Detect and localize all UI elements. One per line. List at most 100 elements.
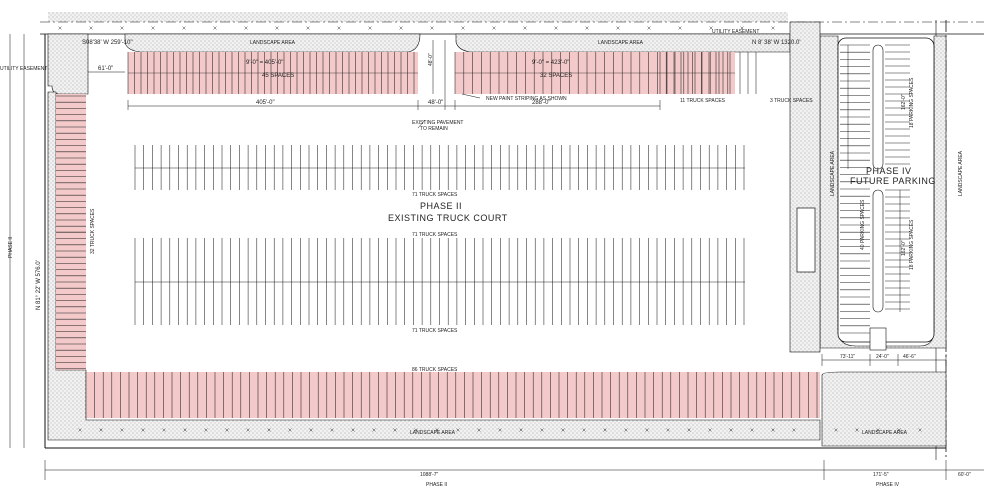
tree-mark [414, 428, 418, 432]
truck-11: 11 TRUCK SPACES [680, 98, 726, 104]
tree-mark [740, 26, 744, 30]
dim-162-b: 162'-0" [901, 240, 907, 256]
tree-mark [561, 428, 565, 432]
tree-mark [771, 428, 775, 432]
dim-288: 288'-0" [532, 100, 551, 106]
bearing-top-right: N 8' 38' W 1320.0' [752, 40, 800, 46]
landscape-tree-marks [58, 26, 922, 432]
tree-mark [729, 428, 733, 432]
future-parking: FUTURE PARKING [850, 176, 936, 186]
tree-mark [582, 428, 586, 432]
truck-71-c: 71 TRUCK SPACES [412, 328, 458, 334]
landscape-vertical-2: LANDSCAPE AREA [958, 150, 964, 196]
tree-mark [58, 26, 62, 30]
parking-18-a: 18 PARKING SPACES [909, 77, 915, 128]
tree-mark [540, 428, 544, 432]
dim-73: 73'-11" [840, 354, 855, 360]
spaces-45: 45 SPACES [262, 73, 294, 79]
landscape-top-right: LANDSCAPE AREA [598, 40, 644, 46]
tree-mark [244, 26, 248, 30]
dim-405: 405'-0" [256, 100, 275, 106]
tree-mark [666, 428, 670, 432]
tree-mark [151, 26, 155, 30]
tree-mark [876, 428, 880, 432]
truck-32-vertical: 32 TRUCK SPACES [90, 208, 96, 254]
tree-mark [897, 428, 901, 432]
landscape-top-left: LANDSCAPE AREA [250, 40, 296, 46]
tree-mark [616, 26, 620, 30]
tree-mark [120, 428, 124, 432]
tree-mark [750, 428, 754, 432]
truck-71-a: 71 TRUCK SPACES [412, 192, 458, 198]
bearing-left: N 81° 22' W 576.0' [36, 260, 42, 310]
landscape-bottom: LANDSCAPE AREA [410, 430, 456, 436]
tree-mark [709, 26, 713, 30]
existing-truck-court: EXISTING TRUCK COURT [388, 213, 508, 223]
dim-162-a: 162'-0" [901, 94, 907, 110]
tree-mark [430, 26, 434, 30]
truck-71-b: 71 TRUCK SPACES [412, 232, 458, 238]
tree-mark [372, 428, 376, 432]
tree-mark [393, 428, 397, 432]
utility-easement-top: UTILITY EASEMENT [712, 29, 759, 35]
tree-mark [477, 428, 481, 432]
dimension-lines [9, 34, 984, 480]
dim-48-top: 48'-0" [428, 53, 434, 66]
phase-ii-left: PHASE II [8, 237, 14, 258]
bearing-top-left: S08'38' W 259'-10" [82, 40, 133, 46]
plan-labels: UTILITY EASEMENT UTILITY EASEMENT S08'38… [0, 29, 971, 488]
existing-pavement: EXISTING PAVEMENT [412, 120, 464, 126]
tree-mark [435, 428, 439, 432]
phase-iv-bottom: PHASE IV [876, 482, 900, 488]
parking-stripes [56, 44, 910, 418]
tree-mark [99, 428, 103, 432]
tree-mark [918, 428, 922, 432]
tree-mark [182, 26, 186, 30]
tree-mark [288, 428, 292, 432]
utility-easement-left: UTILITY EASEMENT [0, 66, 47, 72]
tree-mark [337, 26, 341, 30]
phase-iv-lot [837, 37, 935, 351]
tree-mark [213, 26, 217, 30]
tree-mark [456, 428, 460, 432]
dim-9x45: 9'-0" = 405'-0" [246, 60, 283, 66]
landscape-vertical-1: LANDSCAPE AREA [830, 150, 836, 196]
tree-mark [330, 428, 334, 432]
tree-mark [89, 26, 93, 30]
dim-1088: 1088'-7" [420, 472, 439, 478]
tree-mark [120, 26, 124, 30]
tree-mark [309, 428, 313, 432]
phase-iv-title: PHASE IV [866, 166, 912, 176]
tree-mark [246, 428, 250, 432]
tree-mark [585, 26, 589, 30]
tree-mark [647, 26, 651, 30]
truck-3: 3 TRUCK SPACES [770, 98, 813, 104]
top-easement [40, 12, 984, 35]
tree-mark [708, 428, 712, 432]
tree-mark [183, 428, 187, 432]
landscape-bottom-right: LANDSCAPE AREA [862, 430, 908, 436]
tree-mark [498, 428, 502, 432]
tree-mark [267, 428, 271, 432]
truck-86: 86 TRUCK SPACES [412, 367, 458, 373]
tree-mark [399, 26, 403, 30]
tree-mark [306, 26, 310, 30]
truck-court-centerlines [56, 72, 745, 283]
tree-mark [519, 428, 523, 432]
tree-mark [225, 428, 229, 432]
tree-mark [624, 428, 628, 432]
tree-mark [771, 26, 775, 30]
dim-61: 61'-0" [98, 66, 113, 72]
tree-mark [792, 428, 796, 432]
tree-mark [645, 428, 649, 432]
dim-48: 48'-0" [428, 100, 443, 106]
tree-mark [461, 26, 465, 30]
dim-171: 171'-5" [873, 472, 889, 478]
tree-mark [523, 26, 527, 30]
tree-mark [492, 26, 496, 30]
dim-24: 24'-0" [876, 354, 889, 360]
tree-mark [855, 428, 859, 432]
tree-mark [275, 26, 279, 30]
tree-mark [162, 428, 166, 432]
